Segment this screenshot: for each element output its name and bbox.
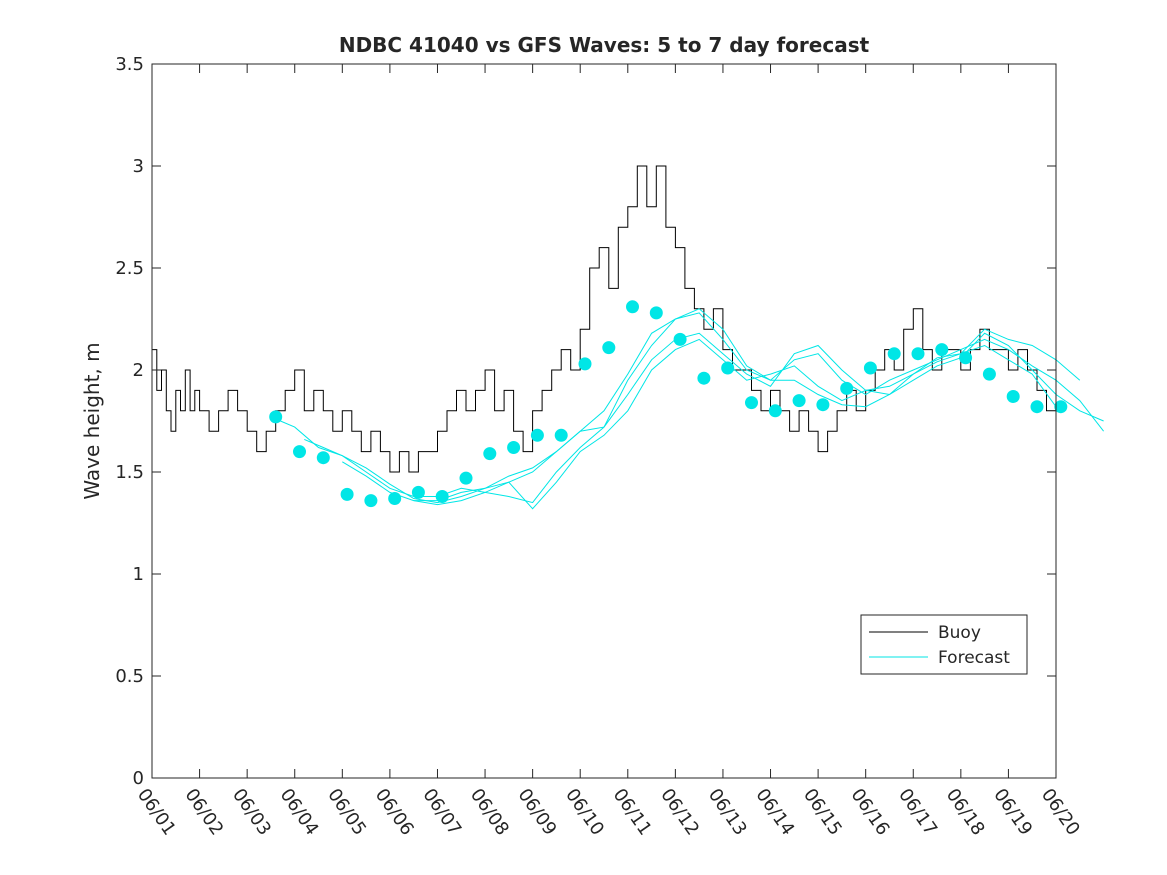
- axes-frame: [151, 63, 1057, 779]
- forecast-marker: [293, 445, 306, 459]
- forecast-run-line-3: [342, 328, 1081, 506]
- forecast-marker: [959, 351, 973, 365]
- forecast-marker: [935, 343, 949, 357]
- forecast-marker: [483, 447, 497, 461]
- legend-forecast-label: Forecast: [938, 648, 1010, 668]
- forecast-marker: [602, 341, 616, 355]
- forecast-marker: [507, 441, 521, 454]
- forecast-marker: [768, 404, 782, 418]
- y-tick-label: 3.5: [115, 54, 144, 75]
- forecast-marker: [388, 492, 402, 505]
- forecast-run-line-4: [413, 332, 1104, 510]
- forecast-marker: [340, 487, 354, 501]
- forecast-marker: [364, 494, 378, 508]
- forecast-marker: [721, 361, 735, 375]
- y-axis-ticks: 0 0.5 1 1.5 2 2.5 3 3.5: [115, 54, 1056, 789]
- y-tick-label: 0: [133, 768, 144, 789]
- forecast-marker: [435, 490, 449, 503]
- forecast-marker: [626, 300, 639, 314]
- y-tick-label: 0.5: [115, 666, 144, 687]
- forecast-marker: [530, 428, 544, 442]
- forecast-marker: [554, 428, 568, 442]
- y-tick-label: 3: [133, 156, 144, 177]
- y-tick-label: 2.5: [115, 258, 144, 279]
- plot-series: [152, 165, 1104, 510]
- chart-title: NDBC 41040 vs GFS Waves: 5 to 7 day fore…: [339, 33, 870, 57]
- forecast-marker: [887, 347, 901, 361]
- y-tick-label: 1.5: [115, 462, 144, 483]
- forecast-marker: [649, 306, 663, 320]
- forecast-marker: [269, 410, 283, 424]
- forecast-marker: [578, 357, 592, 371]
- forecast-marker: [982, 367, 996, 381]
- legend-box: [860, 614, 1028, 675]
- forecast-marker: [697, 371, 711, 385]
- forecast-marker: [840, 381, 854, 395]
- forecast-marker: [673, 332, 687, 346]
- forecast-marker: [816, 398, 830, 412]
- forecast-marker: [1006, 390, 1020, 403]
- legend-buoy-label: Buoy: [938, 623, 981, 643]
- y-tick-label: 1: [133, 564, 144, 585]
- y-axis-label: Wave height, m: [80, 342, 104, 499]
- forecast-marker: [411, 485, 425, 499]
- forecast-marker: [863, 361, 877, 375]
- forecast-marker: [459, 471, 473, 485]
- legend: Buoy Forecast: [860, 614, 1028, 675]
- forecast-marker: [1030, 400, 1044, 414]
- forecast-marker: [911, 347, 925, 361]
- forecast-marker: [1054, 400, 1068, 414]
- forecast-marker: [745, 396, 758, 410]
- forecast-marker: [316, 451, 330, 465]
- forecast-run-line-1: [275, 308, 1057, 497]
- y-tick-label: 2: [133, 360, 144, 381]
- forecast-marker: [792, 394, 806, 408]
